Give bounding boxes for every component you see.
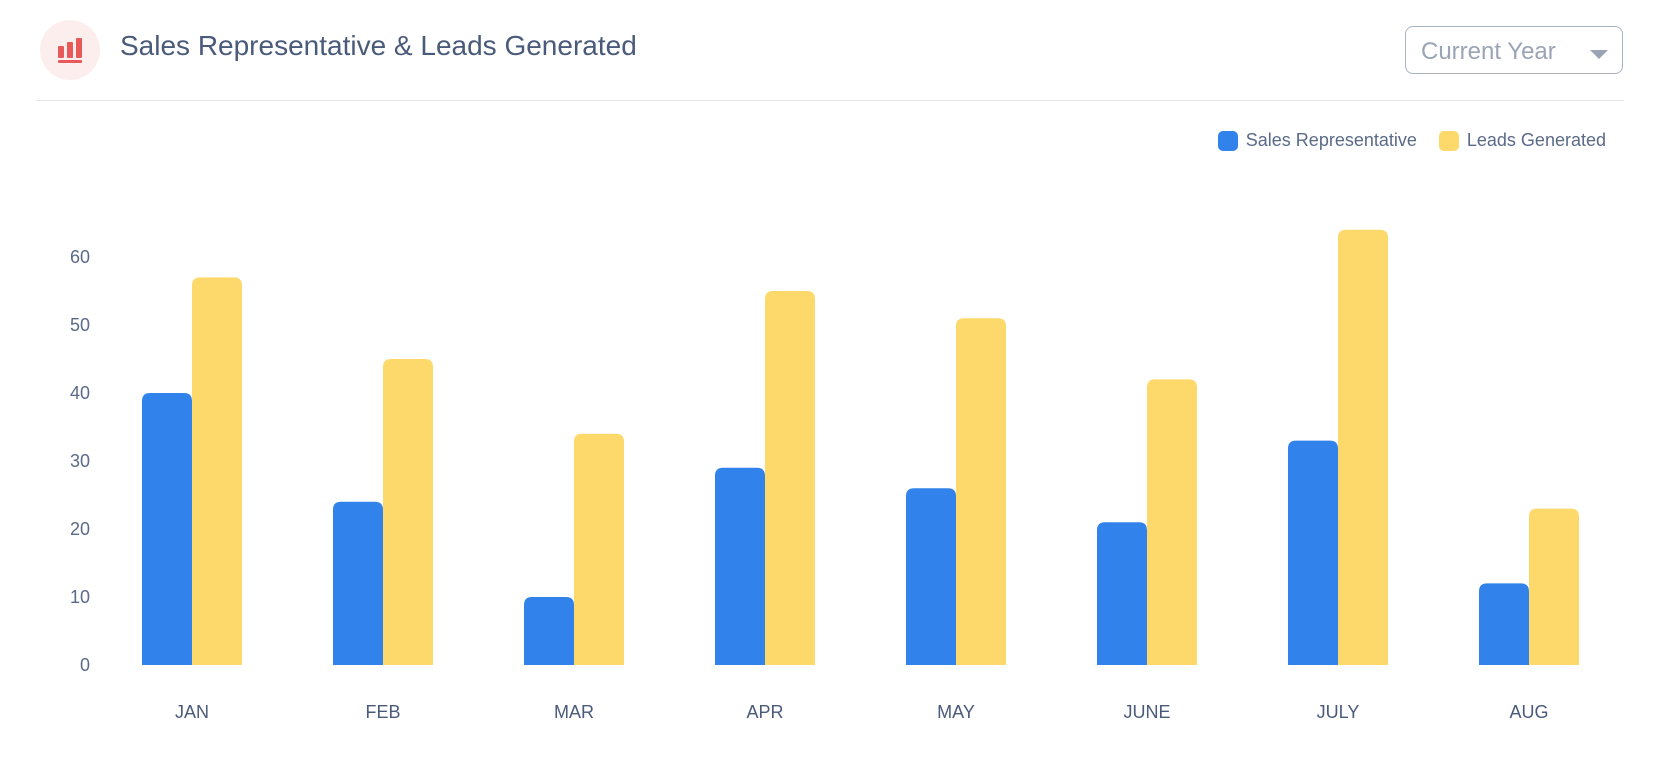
bar-sales-apr[interactable]: [715, 467, 765, 665]
chart-legend: Sales Representative Leads Generated: [1217, 130, 1606, 151]
y-tick-label: 50: [70, 315, 90, 335]
legend-label-sales: Sales Representative: [1245, 130, 1417, 150]
bar-sales-may[interactable]: [906, 488, 956, 665]
bar-sales-feb[interactable]: [333, 501, 383, 665]
caret-down-icon: [1590, 47, 1608, 65]
legend-item-sales[interactable]: Sales Representative: [1217, 130, 1417, 151]
y-tick-label: 40: [70, 383, 90, 403]
bar-leads-july[interactable]: [1338, 229, 1388, 666]
x-tick-label: JULY: [1317, 702, 1360, 722]
y-tick-label: 30: [70, 451, 90, 471]
y-tick-label: 0: [80, 655, 90, 675]
bar-leads-may[interactable]: [956, 318, 1006, 665]
bar-leads-apr[interactable]: [765, 291, 815, 665]
legend-swatch-leads: [1438, 130, 1459, 151]
x-tick-label: JAN: [175, 702, 209, 722]
page-title: Sales Representative & Leads Generated: [120, 30, 637, 61]
bar-leads-aug[interactable]: [1529, 508, 1579, 665]
x-tick-label: APR: [746, 702, 783, 722]
year-select-value: Current Year: [1421, 38, 1556, 65]
legend-swatch-sales: [1217, 130, 1238, 151]
x-tick-label: MAY: [937, 702, 975, 722]
bar-sales-june[interactable]: [1097, 522, 1147, 665]
bar-sales-aug[interactable]: [1479, 583, 1529, 665]
bar-leads-feb[interactable]: [383, 359, 433, 665]
bar-leads-june[interactable]: [1147, 379, 1197, 665]
bar-chart-icon: [40, 20, 100, 80]
bar-sales-mar[interactable]: [524, 597, 574, 665]
bar-sales-jan[interactable]: [142, 393, 192, 665]
y-tick-label: 60: [70, 247, 90, 267]
y-tick-label: 10: [70, 587, 90, 607]
bar-leads-jan[interactable]: [192, 277, 242, 665]
x-tick-label: FEB: [365, 702, 400, 722]
card-header: Sales Representative & Leads Generated C…: [36, 0, 1624, 101]
bar-sales-july[interactable]: [1288, 440, 1338, 665]
bar-leads-mar[interactable]: [574, 433, 624, 665]
y-tick-label: 20: [70, 519, 90, 539]
x-tick-label: JUNE: [1123, 702, 1170, 722]
year-select[interactable]: Current Year: [1405, 26, 1623, 74]
x-tick-label: MAR: [554, 702, 594, 722]
legend-label-leads: Leads Generated: [1466, 130, 1606, 150]
legend-item-leads[interactable]: Leads Generated: [1438, 130, 1606, 151]
x-tick-label: AUG: [1509, 702, 1548, 722]
